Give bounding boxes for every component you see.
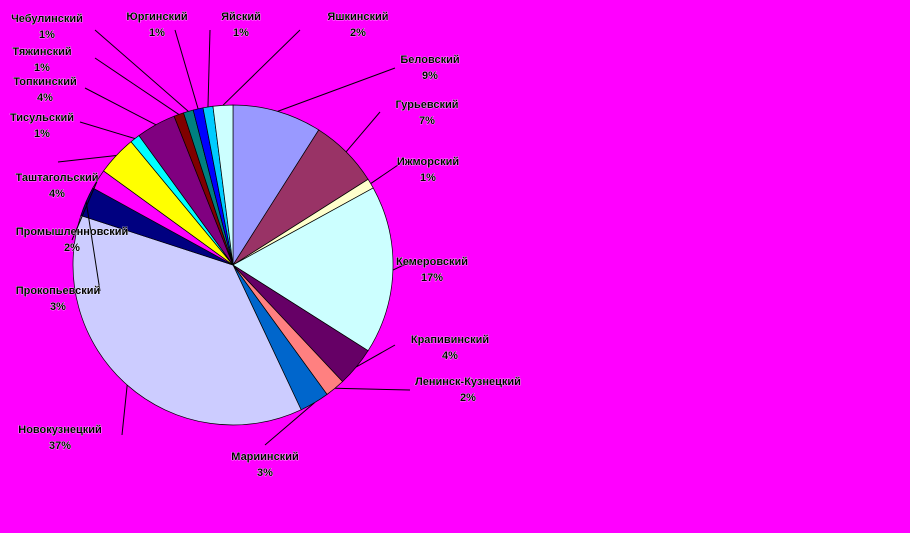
slice-label: Юргинский — [126, 11, 187, 23]
slice-value-label: 4% — [49, 188, 65, 200]
pie-slice — [232, 187, 394, 352]
slice-value-label: 4% — [37, 92, 53, 104]
leader-line — [121, 384, 128, 436]
slice-value-label: 1% — [420, 172, 436, 184]
slice-value-label: 7% — [419, 115, 435, 127]
slice-value-label: 1% — [39, 29, 55, 41]
slice-label: Ижморский — [397, 156, 459, 168]
leader-line — [174, 29, 199, 109]
slice-label: Тисульский — [10, 112, 74, 124]
slice-value-label: 17% — [421, 272, 443, 284]
slice-label: Кемеровский — [396, 256, 468, 268]
slice-label: Таштагольский — [15, 172, 98, 184]
slice-value-label: 2% — [460, 392, 476, 404]
leader-line — [79, 121, 136, 140]
leader-line — [71, 179, 99, 241]
leader-line — [370, 164, 399, 184]
pie-slice — [232, 104, 320, 267]
slice-value-label: 1% — [34, 128, 50, 140]
leader-line — [277, 67, 396, 112]
leader-line — [85, 201, 101, 292]
leader-line — [334, 387, 411, 391]
slice-value-label: 3% — [50, 301, 66, 313]
slice-label: Крапивинский — [411, 334, 489, 346]
leader-line — [94, 29, 189, 112]
slice-label: Промышленновский — [16, 226, 129, 238]
slice-value-label: 37% — [49, 440, 71, 452]
slice-label: Беловский — [400, 54, 459, 66]
slice-label: Яйский — [221, 11, 261, 23]
slice-label: Мариинский — [231, 451, 298, 463]
slice-value-label: 3% — [257, 467, 273, 479]
slice-label: Гурьевский — [395, 99, 458, 111]
slice-label: Новокузнецкий — [18, 424, 102, 436]
slice-label: Топкинский — [13, 76, 76, 88]
leader-line — [57, 154, 117, 163]
slice-value-label: 2% — [64, 242, 80, 254]
leader-line — [222, 29, 301, 106]
leader-line — [264, 402, 315, 446]
leader-line — [94, 57, 180, 115]
leader-line — [345, 111, 381, 153]
slice-label: Ленинск-Кузнецкий — [415, 376, 521, 388]
pie-slice — [72, 215, 302, 426]
leader-line — [84, 87, 157, 126]
slice-label: Тяжинский — [12, 46, 71, 58]
slice-value-label: 1% — [233, 27, 249, 39]
slice-label: Чебулинский — [11, 13, 83, 25]
pie-slice — [212, 104, 234, 266]
leader-line — [207, 29, 211, 107]
slice-label: Яшкинский — [327, 11, 388, 23]
slice-label: Прокопьевский — [16, 285, 101, 297]
slice-value-label: 1% — [34, 62, 50, 74]
slice-value-label: 1% — [149, 27, 165, 39]
slice-value-label: 9% — [422, 70, 438, 82]
slice-value-label: 2% — [350, 27, 366, 39]
slice-value-label: 4% — [442, 350, 458, 362]
leader-line — [392, 261, 411, 271]
leader-line — [356, 344, 396, 368]
